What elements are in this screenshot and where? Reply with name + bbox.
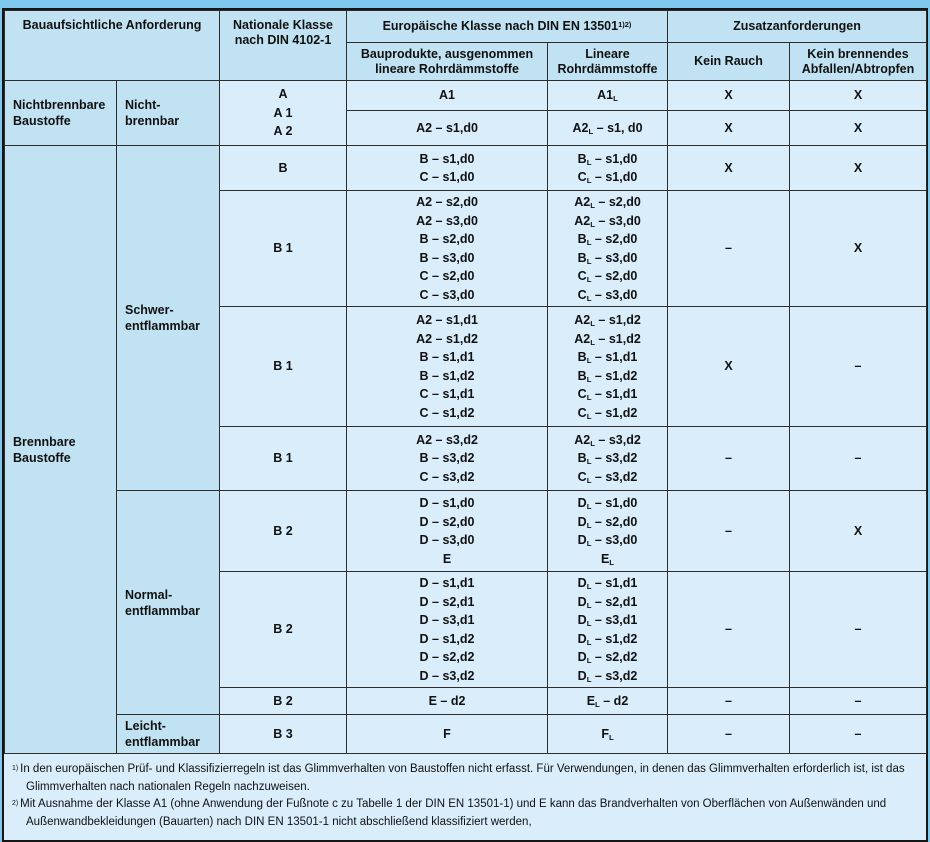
european-class-bauprodukte-cell: B – s1,d0 C – s1,d0 — [346, 145, 548, 191]
table-header: Bauaufsichtliche Anforderung Nationale K… — [4, 10, 928, 81]
national-class-cell: B 2 — [219, 571, 347, 688]
category-baustoffe-cell: Nichtbrennbare Baustoffe — [4, 80, 117, 146]
table-row: Leicht-entflammbar B 3 F FL – – — [5, 714, 928, 754]
national-class-cell: B 2 — [219, 490, 347, 572]
kein-rauch-cell: X — [667, 145, 790, 191]
page-background: Bauaufsichtliche Anforderung Nationale K… — [2, 8, 928, 842]
national-class-cell: B 3 — [219, 714, 347, 754]
european-class-lineare-cell: DL – s1,d0 DL – s2,d0 DL – s3,d0 EL — [547, 490, 668, 572]
european-class-lineare-cell: FL — [547, 714, 668, 754]
footnote-1-text: In den europäischen Prüf- und Klassifizi… — [20, 763, 905, 793]
european-class-lineare-cell: A2L – s2,d0 A2L – s3,d0 BL – s2,d0 BL – s3,… — [547, 190, 668, 307]
header-lineare-rohrdaemmstoffe: Lineare Rohrdämmstoffe — [547, 42, 668, 81]
kein-abtropfen-cell: X — [788, 490, 928, 572]
european-class-lineare-cell: A2L – s3,d2 BL – s3,d2 CL – s3,d2 — [547, 426, 668, 491]
national-class-cell: B 1 — [219, 426, 347, 491]
header-bauprodukte: Bauprodukte, ausgenommen lineare Rohrdäm… — [346, 42, 548, 81]
european-class-bauprodukte-cell: A1 — [346, 80, 548, 111]
category-entflammbarkeit-cell: Nicht-brennbar — [116, 80, 220, 146]
national-class-cell: B 1 — [219, 190, 347, 307]
category-entflammbarkeit-cell: Leicht-entflammbar — [116, 714, 220, 754]
category-baustoffe-cell: Brennbare Baustoffe — [4, 145, 117, 754]
kein-abtropfen-cell: – — [788, 714, 928, 754]
european-class-bauprodukte-cell: A2 – s3,d2 B – s3,d2 C – s3,d2 — [346, 426, 548, 491]
european-class-bauprodukte-cell: D – s1,d1 D – s2,d1 D – s3,d1 D – s1,d2 D – … — [346, 571, 548, 688]
national-class-cell: B 2 — [219, 687, 347, 715]
kein-rauch-cell: – — [667, 426, 790, 491]
european-class-bauprodukte-cell: A2 – s1,d1 A2 – s1,d2 B – s1,d1 B – s1,d2 C … — [346, 306, 548, 427]
header-europaeische-klasse: Europäische Klasse nach DIN EN 135011)2) — [346, 10, 668, 43]
european-class-bauprodukte-cell: D – s1,d0 D – s2,d0 D – s3,d0 E — [346, 490, 548, 572]
european-class-bauprodukte-cell: E – d2 — [346, 687, 548, 715]
footnote-1: 1) In den europäischen Prüf- und Klassifi… — [12, 761, 916, 796]
table-row: Brennbare Baustoffe Schwer-entflammbar B B –… — [4, 145, 928, 754]
kein-rauch-cell: – — [667, 490, 790, 572]
category-entflammbarkeit-cell: Normal-entflammbar — [116, 490, 220, 715]
kein-rauch-cell: – — [667, 190, 790, 307]
kein-rauch-cell: – — [667, 571, 790, 688]
kein-abtropfen-cell: X — [788, 190, 928, 307]
kein-rauch-cell: X — [667, 306, 790, 427]
footnote-2-text: Mit Ausnahme der Klasse A1 (ohne Anwendu… — [20, 798, 887, 828]
table-body: Nichtbrennbare Baustoffe Nicht-brennbar A A … — [4, 80, 928, 754]
european-class-lineare-cell: DL – s1,d1 DL – s2,d1 DL – s3,d1 DL – s1,d2… — [547, 571, 668, 688]
footnote-2: 2) Mit Ausnahme der Klasse A1 (ohne Anwen… — [12, 796, 916, 831]
footnote-reference-icon: 1)2) — [618, 20, 632, 30]
kein-rauch-cell: – — [667, 687, 790, 715]
header-kein-rauch: Kein Rauch — [667, 42, 790, 81]
european-class-bauprodukte-cell: A2 – s1,d0 — [346, 110, 548, 146]
footnotes-section: 1) In den europäischen Prüf- und Klassifi… — [4, 754, 926, 840]
table-row: A2 – s1,d0 A2L – s1, d0 X X — [5, 110, 928, 146]
kein-abtropfen-cell: – — [788, 571, 928, 688]
kein-abtropfen-cell: X — [788, 145, 928, 191]
footnote-2-marker: 2) — [12, 799, 19, 807]
european-class-lineare-cell: A2L – s1, d0 — [547, 110, 668, 146]
european-class-lineare-cell: BL – s1,d0 CL – s1,d0 — [547, 145, 668, 191]
kein-rauch-cell: – — [667, 714, 790, 754]
footnote-1-marker: 1) — [12, 764, 19, 772]
kein-abtropfen-cell: – — [788, 306, 928, 427]
european-class-lineare-cell: A2L – s1,d2 A2L – s1,d2 BL – s1,d1 BL – s1,… — [547, 306, 668, 427]
header-bauaufsichtliche-anforderung: Bauaufsichtliche Anforderung — [4, 10, 220, 81]
european-class-lineare-cell: EL – d2 — [547, 687, 668, 715]
european-class-bauprodukte-cell: F — [346, 714, 548, 754]
table-row: B 1 A2 – s3,d2 B – s3,d2 C – s3,d2 A2L – s3,… — [5, 426, 928, 491]
table-row: B 1 A2 – s1,d1 A2 – s1,d2 B – s1,d1 B – s1,d… — [5, 306, 928, 427]
kein-abtropfen-cell: – — [788, 426, 928, 491]
kein-rauch-cell: X — [667, 80, 790, 111]
national-class-cell: B 1 — [219, 306, 347, 427]
header-europaeische-klasse-text: Europäische Klasse nach DIN EN 13501 — [382, 19, 619, 33]
header-nationale-klasse: Nationale Klasse nach DIN 4102-1 — [219, 10, 347, 81]
european-class-lineare-cell: A1L — [547, 80, 668, 111]
kein-abtropfen-cell: – — [788, 687, 928, 715]
european-class-bauprodukte-cell: A2 – s2,d0 A2 – s3,d0 B – s2,d0 B – s3,d0 C … — [346, 190, 548, 307]
kein-abtropfen-cell: X — [788, 110, 928, 146]
fire-classification-table: Bauaufsichtliche Anforderung Nationale K… — [4, 10, 928, 754]
kein-rauch-cell: X — [667, 110, 790, 146]
header-kein-brennendes-abtropfen: Kein brennendes Abfallen/Abtropfen — [788, 42, 928, 81]
category-entflammbarkeit-cell: Schwer-entflammbar — [116, 145, 220, 491]
kein-abtropfen-cell: X — [788, 80, 928, 111]
national-class-cell: B — [219, 145, 347, 191]
table-frame: Bauaufsichtliche Anforderung Nationale K… — [2, 8, 928, 842]
table-row: B 1 A2 – s2,d0 A2 – s3,d0 B – s2,d0 B – s3,d… — [5, 190, 928, 307]
header-zusatzanforderungen: Zusatzanforderungen — [666, 10, 928, 43]
table-row: Nichtbrennbare Baustoffe Nicht-brennbar A A … — [4, 80, 928, 146]
